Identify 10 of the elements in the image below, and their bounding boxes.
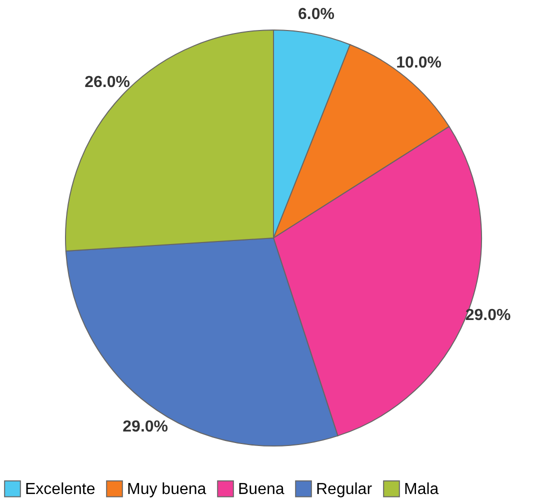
legend-label: Mala — [404, 480, 439, 498]
data-label: 10.0% — [396, 54, 442, 72]
data-label: 6.0% — [298, 6, 334, 24]
data-label: 26.0% — [84, 74, 130, 91]
legend-label: Buena — [238, 480, 284, 498]
legend-label: Regular — [316, 480, 373, 498]
legend-label: Muy buena — [127, 480, 206, 498]
data-label: 29.0% — [122, 418, 168, 436]
data-label: 29.0% — [465, 307, 511, 324]
legend-label: Excelente — [25, 480, 96, 498]
